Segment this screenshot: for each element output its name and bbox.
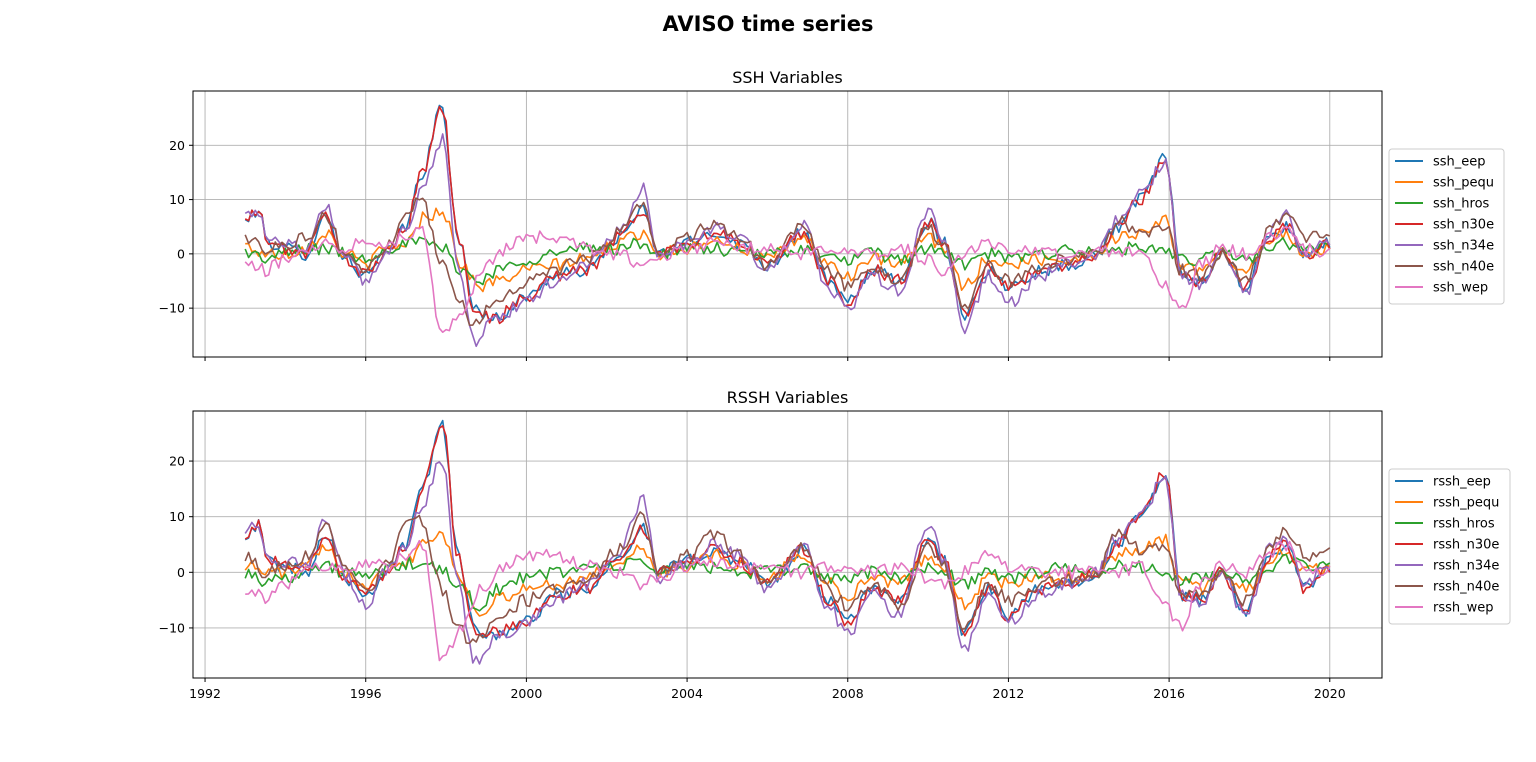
series-line-ssh-n40e: [244, 197, 1331, 327]
series-line-rssh-eep: [244, 419, 1331, 641]
y-tick-label: 20: [169, 138, 185, 153]
rssh-subplot: RSSH Variables −10 0 10 20 1992 1996 2000 2004 20…: [159, 388, 1511, 701]
legend-entry: rssh_wep: [1433, 601, 1494, 616]
legend-entry: rssh_n34e: [1433, 559, 1499, 574]
series-line-ssh-n30e: [244, 105, 1331, 325]
axes-frame: [192, 90, 1383, 358]
series-line-ssh-wep: [244, 225, 1331, 334]
legend-entry: ssh_n34e: [1433, 239, 1494, 254]
series-line-rssh-n30e: [244, 424, 1331, 638]
legend-entry: ssh_n30e: [1433, 218, 1494, 233]
series-line-ssh-pequ: [245, 207, 1331, 293]
legend-entry: ssh_hros: [1433, 197, 1490, 212]
legend-entry: rssh_eep: [1433, 475, 1491, 490]
ssh-subplot: SSH Variables−1001020ssh_eepssh_pequssh_…: [159, 68, 1505, 361]
legend-entry: ssh_pequ: [1433, 176, 1494, 191]
series-line-ssh-n34e: [244, 133, 1331, 348]
axes-frame: [192, 410, 1383, 679]
x-tick-label: 1992: [189, 686, 221, 701]
x-tick-label: 2008: [832, 686, 864, 701]
subplot-title: SSH Variables: [732, 68, 843, 87]
series-line-rssh-n40e: [244, 511, 1331, 645]
figure-title: AVISO time series: [663, 12, 874, 36]
x-tick-label: 1996: [350, 686, 382, 701]
legend-entry: ssh_wep: [1433, 281, 1488, 296]
legend-entry: ssh_n40e: [1433, 260, 1494, 275]
y-tick-label: 10: [169, 192, 185, 207]
series-line-rssh-hros: [244, 553, 1331, 612]
legend: rssh_eep rssh_pequ rssh_hros rssh_n30e rssh_…: [1388, 468, 1511, 625]
x-tick-label: 2000: [510, 686, 542, 701]
y-tick-label: 20: [169, 454, 185, 469]
x-tick-label: 2016: [1153, 686, 1185, 701]
legend-entry: rssh_n40e: [1433, 580, 1499, 595]
y-tick-label: 0: [177, 565, 185, 580]
x-tick-label: 2020: [1314, 686, 1346, 701]
y-tick-label: 0: [177, 246, 185, 261]
series-line-rssh-wep: [245, 539, 1331, 662]
legend-entry: rssh_pequ: [1433, 496, 1499, 511]
series-group: [244, 419, 1331, 665]
legend-entry: ssh_eep: [1433, 155, 1486, 170]
legend: ssh_eep ssh_pequ ssh_hros ssh_n30e ssh_n34es…: [1388, 148, 1505, 305]
y-tick-label: 10: [169, 509, 185, 524]
subplot-title: RSSH Variables: [727, 388, 849, 407]
legend-entry: rssh_hros: [1433, 517, 1495, 532]
series-group: [244, 104, 1331, 348]
x-tick-label: 2004: [671, 686, 703, 701]
legend-entry: rssh_n30e: [1433, 538, 1499, 553]
x-tick-label: 2012: [993, 686, 1025, 701]
y-tick-label: −10: [159, 620, 185, 635]
y-tick-label: −10: [159, 301, 185, 316]
